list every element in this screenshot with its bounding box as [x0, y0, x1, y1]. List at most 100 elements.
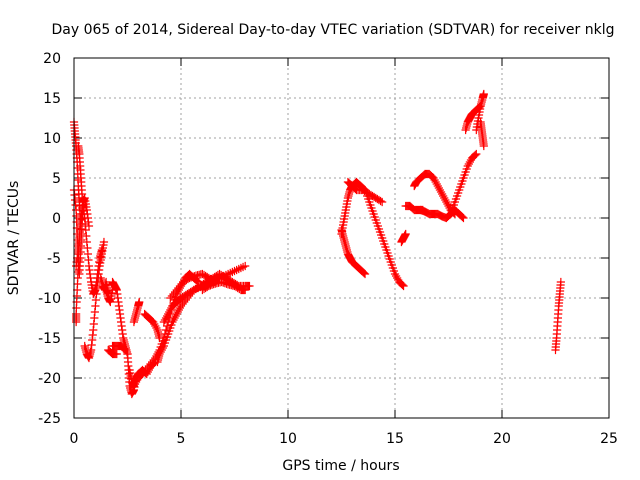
y-axis-label: SDTVAR / TECUs — [6, 181, 22, 296]
x-tick-label: 10 — [279, 431, 297, 447]
series-seg-j — [108, 341, 130, 355]
data-point — [383, 248, 392, 258]
data-point — [458, 176, 467, 186]
series-seg-i — [108, 277, 132, 359]
data-point — [461, 167, 470, 177]
data-point — [387, 260, 396, 270]
data-point — [375, 227, 385, 237]
data-point — [365, 197, 374, 207]
y-tick-label: 15 — [43, 91, 61, 107]
data-point — [161, 335, 171, 345]
grid — [74, 58, 609, 418]
x-tick-label: 0 — [70, 431, 79, 447]
data-point — [135, 297, 144, 307]
data-point — [479, 141, 488, 151]
data-point — [367, 203, 376, 213]
series-seg-d — [72, 193, 94, 271]
chart-title: Day 065 of 2014, Sidereal Day-to-day VTE… — [52, 22, 615, 38]
tick-labels: 0 5 10 15 20 25 -25 -20 -15 -10 -5 0 5 10 15 20 — [38, 51, 618, 447]
data-point — [452, 191, 462, 201]
data-point — [384, 251, 393, 261]
series-seg-q — [166, 269, 220, 303]
data-point — [399, 281, 408, 291]
data-point — [369, 209, 378, 219]
series-seg-v — [397, 229, 410, 247]
series-seg-h — [104, 345, 121, 359]
data-point — [373, 221, 382, 231]
data-point — [447, 206, 456, 216]
data-point — [448, 203, 457, 213]
data-point — [382, 245, 391, 255]
data-point — [241, 261, 250, 271]
data-point — [460, 170, 469, 180]
data-point — [162, 332, 172, 342]
plot-frame — [73, 57, 610, 419]
data-point — [155, 333, 164, 343]
data-point — [458, 212, 467, 222]
series-seg-ad — [551, 277, 565, 355]
data-point — [368, 206, 377, 216]
data-point — [456, 182, 465, 192]
data-point — [457, 179, 466, 189]
y-tick-label: -15 — [38, 331, 61, 347]
data-point — [385, 254, 394, 264]
y-tick-label: -5 — [47, 251, 61, 267]
data-point — [378, 197, 387, 207]
series-seg-m — [129, 297, 144, 327]
data-point — [372, 218, 381, 228]
data-point — [459, 213, 468, 223]
data-point — [389, 266, 399, 276]
data-point — [450, 197, 460, 207]
data-point — [376, 230, 386, 240]
data-point — [379, 236, 388, 246]
data-point — [459, 173, 468, 183]
data-point — [99, 237, 109, 247]
data-point — [556, 277, 565, 287]
data-point — [245, 281, 254, 291]
data-point — [380, 239, 389, 249]
data-point — [454, 188, 463, 198]
y-tick-label: -10 — [38, 291, 61, 307]
data-point — [455, 185, 464, 195]
data-point — [374, 224, 384, 234]
y-tick-label: 5 — [52, 171, 61, 187]
y-tick-label: -20 — [38, 371, 61, 387]
y-tick-label: 20 — [43, 51, 61, 67]
data-point — [84, 221, 94, 231]
data-point — [203, 282, 212, 292]
y-tick-label: 10 — [43, 131, 61, 147]
series-seg-s — [337, 225, 370, 279]
data-point — [366, 200, 375, 210]
data-point — [159, 341, 168, 351]
data-point — [166, 323, 175, 333]
data-point — [183, 274, 193, 284]
data-point — [360, 269, 370, 279]
series-seg-g — [102, 285, 117, 307]
series-seg-e — [80, 237, 109, 363]
data-point — [378, 233, 387, 243]
data-point — [449, 200, 458, 210]
series-seg-y — [416, 205, 468, 223]
data-point — [462, 164, 471, 174]
data-point — [386, 257, 395, 267]
data-point — [370, 212, 379, 222]
data-point — [167, 320, 176, 330]
x-tick-label: 5 — [177, 431, 186, 447]
data-point — [446, 209, 455, 219]
data-point — [376, 196, 385, 206]
data-point — [381, 242, 390, 252]
data-point — [451, 194, 461, 204]
y-tick-label: 0 — [52, 211, 61, 227]
data-point — [112, 349, 121, 359]
data-point — [164, 329, 173, 339]
data-point — [398, 280, 407, 290]
data-point — [388, 263, 397, 273]
x-tick-label: 20 — [493, 431, 511, 447]
data-point — [241, 285, 250, 295]
x-tick-label: 25 — [600, 431, 618, 447]
y-tick-label: -25 — [38, 411, 61, 427]
x-axis-label: GPS time / hours — [282, 458, 399, 474]
x-tick-label: 15 — [386, 431, 404, 447]
data-point — [160, 338, 170, 348]
